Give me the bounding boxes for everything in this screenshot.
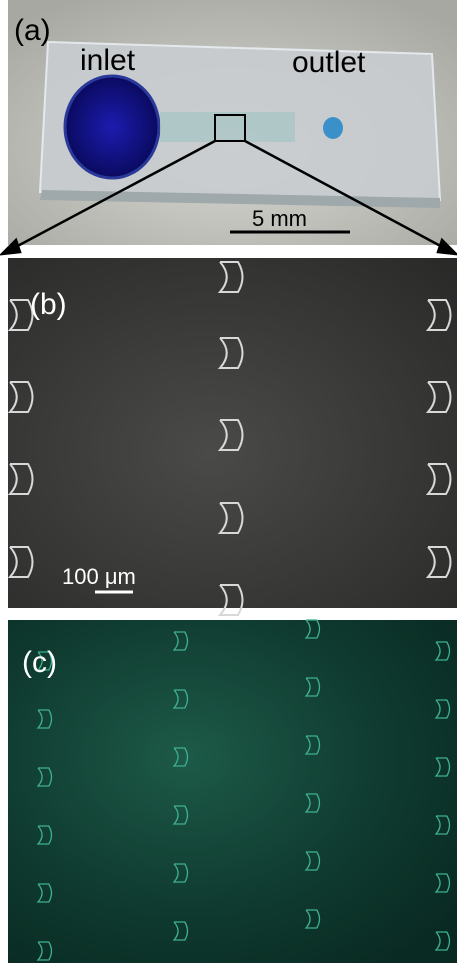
scale-bar-label: 5 mm bbox=[252, 206, 307, 231]
panel-label: (b) bbox=[30, 288, 67, 321]
micrograph bbox=[8, 258, 457, 608]
inlet-label: inlet bbox=[80, 44, 136, 77]
outlet-label: outlet bbox=[292, 46, 366, 79]
panel-b bbox=[8, 258, 457, 615]
figure: (a) inlet outlet 5 mm 100 μm (b) (c) bbox=[0, 0, 457, 963]
fluorescence-image bbox=[8, 620, 457, 963]
scale-bar-label: 100 μm bbox=[62, 564, 136, 589]
panel-a: (a) inlet outlet 5 mm bbox=[8, 0, 457, 245]
channel bbox=[160, 112, 295, 142]
panel-label: (a) bbox=[14, 14, 51, 47]
inlet-reservoir bbox=[65, 76, 159, 178]
panel-label: (c) bbox=[22, 646, 57, 679]
outlet-reservoir bbox=[323, 117, 343, 139]
panel-c bbox=[8, 620, 457, 963]
